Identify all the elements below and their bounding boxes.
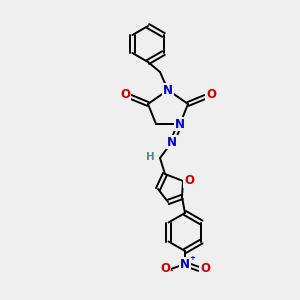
Text: O: O — [184, 175, 194, 188]
Text: O: O — [200, 262, 210, 275]
Text: N: N — [167, 136, 177, 148]
Text: O: O — [160, 262, 170, 275]
Text: +: + — [189, 255, 195, 261]
Text: H: H — [146, 152, 154, 162]
Text: O: O — [120, 88, 130, 101]
Text: O: O — [206, 88, 216, 101]
Text: N: N — [180, 257, 190, 271]
Text: -: - — [170, 267, 174, 276]
Text: N: N — [175, 118, 185, 130]
Text: N: N — [163, 83, 173, 97]
